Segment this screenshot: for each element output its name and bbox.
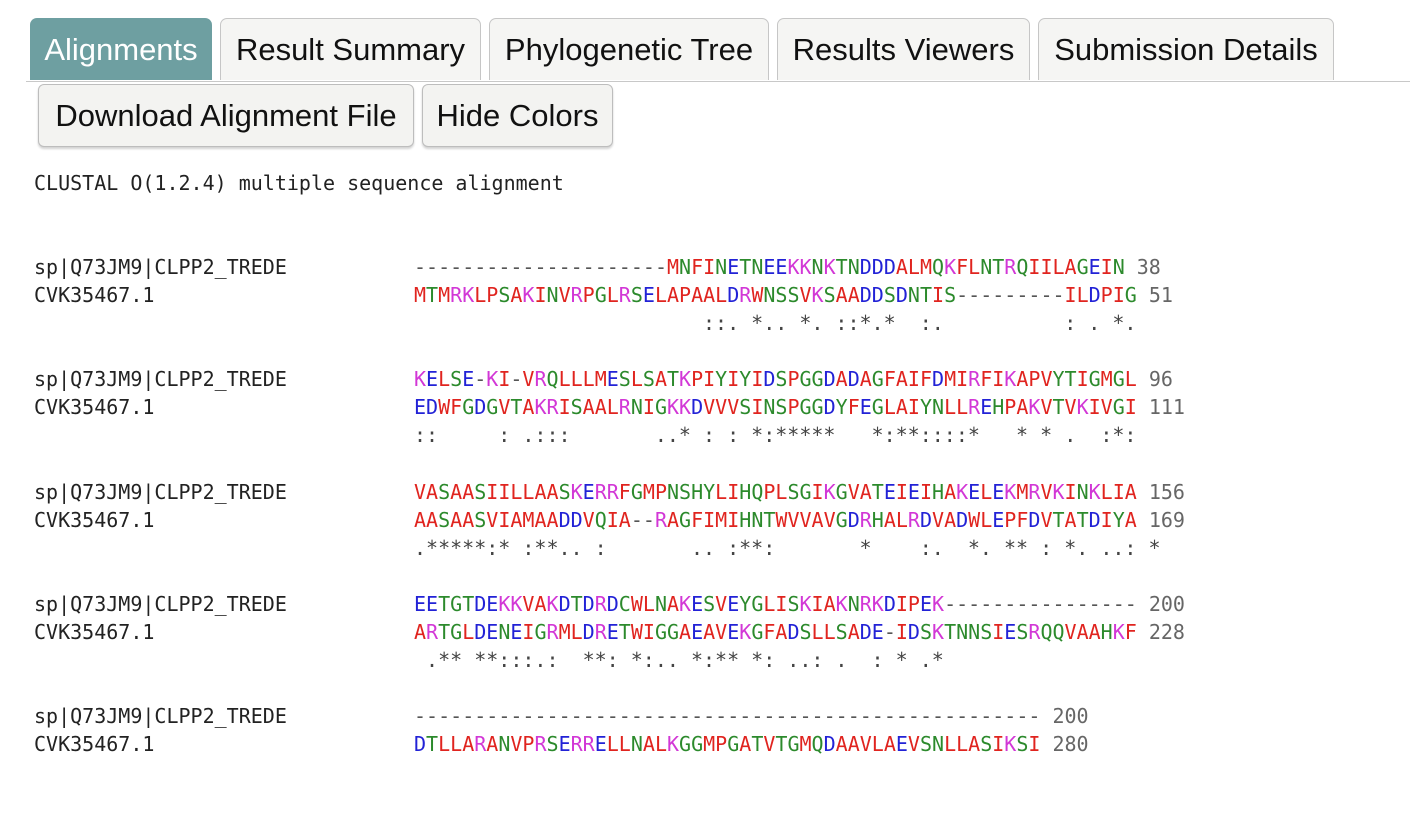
residue-count: 156 — [1148, 480, 1185, 504]
residue-count: 169 — [1148, 508, 1185, 532]
alignment-header: CLUSTAL O(1.2.4) multiple sequence align… — [34, 171, 564, 195]
residue-count: 228 — [1148, 620, 1185, 644]
sequence-name: sp|Q73JM9|CLPP2_TREDE — [34, 592, 287, 616]
tab-bar: Alignments Result Summary Phylogenetic T… — [0, 0, 1410, 82]
residue-count: 200 — [1052, 704, 1089, 728]
sequence-name: CVK35467.1 — [34, 395, 155, 419]
sequence-name: CVK35467.1 — [34, 508, 155, 532]
sequence-residues: DTLLARANVPRSERRELLNALKGGMPGATVTGMQDAAVLA… — [414, 732, 1089, 756]
sequence-residues: ---------------------MNFINETNEEKKNKTNDDD… — [414, 255, 1161, 279]
consensus-symbols: .*****:* :**.. : .. :**: * :. *. ** : *.… — [414, 536, 1161, 560]
tab-bar-divider — [26, 81, 1410, 82]
download-alignment-button[interactable]: Download Alignment File — [38, 84, 414, 147]
residue-count: 96 — [1148, 367, 1173, 391]
residue-count: 51 — [1148, 283, 1173, 307]
sequence-residues: VASAASIILLAASKERRFGMPNSHYLIHQPLSGIKGVATE… — [414, 480, 1185, 504]
hide-colors-button[interactable]: Hide Colors — [422, 84, 613, 147]
residue-count: 200 — [1148, 592, 1185, 616]
consensus-symbols: ::. *.. *. ::*.* :. : . *. — [414, 311, 1137, 335]
sequence-name: CVK35467.1 — [34, 283, 155, 307]
sequence-name: sp|Q73JM9|CLPP2_TREDE — [34, 367, 287, 391]
sequence-residues: ----------------------------------------… — [414, 704, 1089, 728]
sequence-name: CVK35467.1 — [34, 732, 155, 756]
consensus-symbols: :: : .::: ..* : : *:***** *:**::::* * * … — [414, 423, 1137, 447]
tab-result-summary[interactable]: Result Summary — [220, 18, 481, 80]
sequence-residues: EETGTDEKKVAKDTDRDCWLNAKESVEYGLISKIAKNRKD… — [414, 592, 1185, 616]
tab-submission-details[interactable]: Submission Details — [1038, 18, 1334, 80]
sequence-name: CVK35467.1 — [34, 620, 155, 644]
sequence-residues: EDWFGDGVTAKRISAALRNIGKKDVVVSINSPGGDYFEGL… — [414, 395, 1185, 419]
tab-alignments[interactable]: Alignments — [30, 18, 212, 80]
sequence-residues: MTMRKLPSAKINVRPGLRSELAPAALDRWNSSVKSAADDS… — [414, 283, 1173, 307]
residue-count: 111 — [1148, 395, 1185, 419]
residue-count: 38 — [1136, 255, 1161, 279]
sequence-name: sp|Q73JM9|CLPP2_TREDE — [34, 480, 287, 504]
tab-phylogenetic-tree[interactable]: Phylogenetic Tree — [489, 18, 769, 80]
tab-results-viewers[interactable]: Results Viewers — [777, 18, 1030, 80]
sequence-name: sp|Q73JM9|CLPP2_TREDE — [34, 704, 287, 728]
sequence-name: sp|Q73JM9|CLPP2_TREDE — [34, 255, 287, 279]
sequence-residues: AASAASVIAMAADDVQIA--RAGFIMIHNTWVVAVGDRHA… — [414, 508, 1185, 532]
sequence-residues: KELSE-KI-VRQLLLMESLSATKPIYIYIDSPGGDADAGF… — [414, 367, 1173, 391]
sequence-residues: ARTGLDENEIGRMLDRETWIGGAEAVEKGFADSLLSADE-… — [414, 620, 1185, 644]
residue-count: 280 — [1052, 732, 1089, 756]
consensus-symbols: .** **:::.: **: *:.. *:** *: ..: . : * .… — [414, 648, 944, 672]
